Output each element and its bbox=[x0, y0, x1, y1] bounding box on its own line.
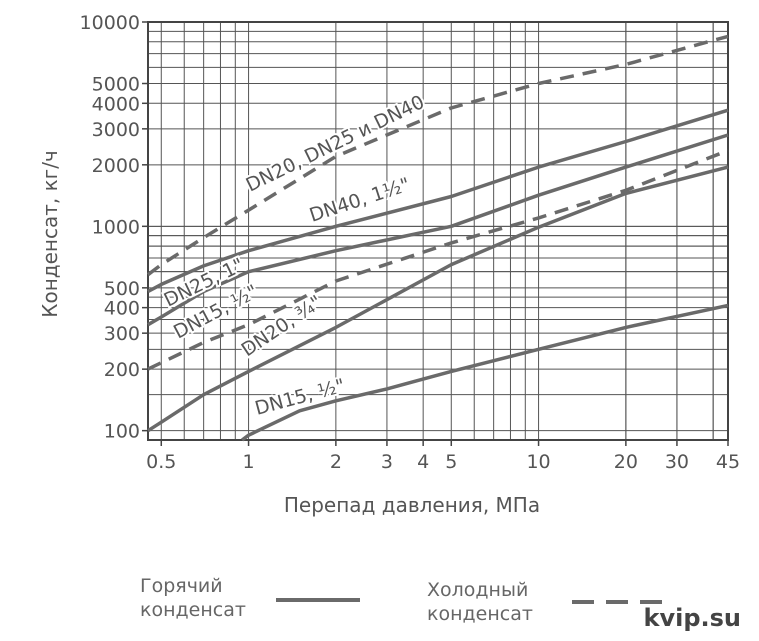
x-tick-label: 20 bbox=[614, 451, 638, 473]
series-line bbox=[146, 34, 729, 277]
x-tick-label: 4 bbox=[417, 451, 429, 473]
x-tick-label: 1 bbox=[243, 451, 255, 473]
y-tick-label: 2000 bbox=[92, 155, 140, 177]
y-tick-label: 4000 bbox=[92, 93, 140, 115]
curve-label: DN15, ½" bbox=[253, 375, 348, 420]
x-tick-label: 5 bbox=[445, 451, 457, 473]
x-tick-label: 10 bbox=[526, 451, 550, 473]
chart-series bbox=[146, 34, 729, 442]
legend-cold-label: Холодный конденсат bbox=[427, 579, 533, 625]
x-tick-label: 3 bbox=[381, 451, 393, 473]
series-line bbox=[147, 165, 729, 433]
series-line bbox=[147, 148, 729, 371]
y-tick-label: 200 bbox=[104, 359, 140, 381]
brand-logo: kvip.su bbox=[643, 604, 742, 632]
x-tick-label: 30 bbox=[665, 451, 689, 473]
y-tick-label: 10000 bbox=[80, 12, 140, 34]
y-tick-label: 300 bbox=[104, 323, 140, 345]
series-line bbox=[241, 303, 729, 442]
x-tick-label: 0.5 bbox=[146, 451, 176, 473]
y-tick-label: 3000 bbox=[92, 119, 140, 141]
series-line bbox=[147, 108, 729, 294]
y-tick-label: 100 bbox=[104, 421, 140, 443]
y-tick-label: 400 bbox=[104, 298, 140, 320]
y-tick-label: 1000 bbox=[92, 216, 140, 238]
series-line bbox=[147, 133, 729, 327]
x-axis-label: Перепад давления, МПа bbox=[284, 493, 540, 517]
y-tick-label: 500 bbox=[104, 278, 140, 300]
plot-frame bbox=[147, 21, 729, 441]
legend-hot-label: Горячий конденсат bbox=[140, 575, 246, 621]
y-axis-label: Конденсат, кг/ч bbox=[38, 150, 62, 317]
chart-grid bbox=[147, 21, 729, 441]
y-tick-label: 5000 bbox=[92, 74, 140, 96]
x-tick-label: 2 bbox=[330, 451, 342, 473]
x-tick-label: 45 bbox=[716, 451, 740, 473]
